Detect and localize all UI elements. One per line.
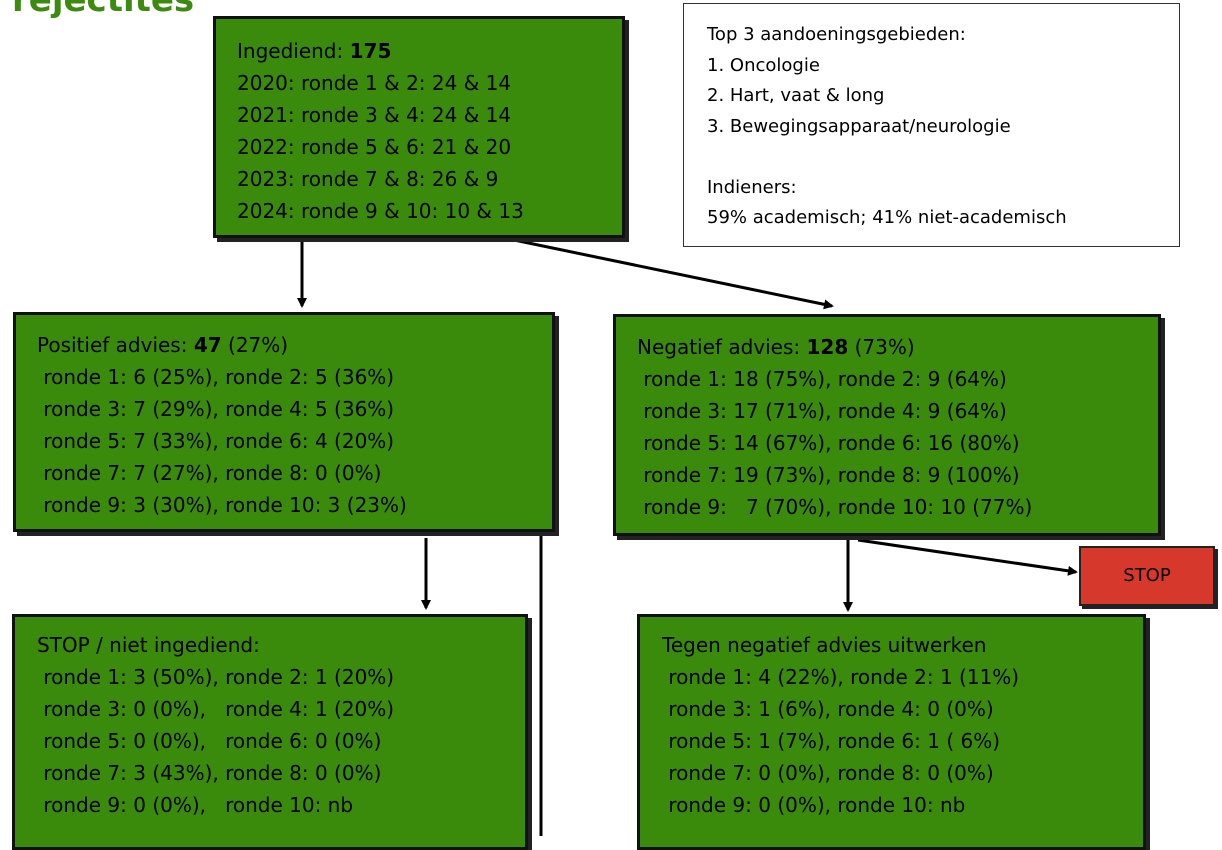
positive-round-line: ronde 9: 3 (30%), ronde 10: 3 (23%) bbox=[37, 493, 407, 517]
positive-round-line: ronde 3: 7 (29%), ronde 4: 5 (36%) bbox=[37, 397, 395, 421]
submitted-year-line: 2024: ronde 9 & 10: 10 & 13 bbox=[237, 199, 524, 223]
page-title: rejectites bbox=[12, 0, 195, 20]
negative-round-line: ronde 5: 14 (67%), ronde 6: 16 (80%) bbox=[637, 431, 1020, 455]
info-line bbox=[707, 142, 1179, 173]
negative-label: Negatief advies: bbox=[637, 335, 801, 359]
positive-round-line: ronde 1: 6 (25%), ronde 2: 5 (36%) bbox=[37, 365, 395, 389]
positive-total-line: Positief advies: 47 (27%) bbox=[37, 329, 552, 361]
positive-round-line: ronde 5: 7 (33%), ronde 6: 4 (20%) bbox=[37, 429, 395, 453]
info-box: Top 3 aandoeningsgebieden: 1. Oncologie … bbox=[683, 3, 1180, 247]
negative-round-line: ronde 9: 7 (70%), ronde 10: 10 (77%) bbox=[637, 495, 1033, 519]
negative-round-line: ronde 1: 18 (75%), ronde 2: 9 (64%) bbox=[637, 367, 1007, 391]
submitted-year-line: 2023: ronde 7 & 8: 26 & 9 bbox=[237, 167, 499, 191]
submitted-year-line: 2020: ronde 1 & 2: 24 & 14 bbox=[237, 71, 512, 95]
info-line: 2. Hart, vaat & long bbox=[707, 85, 885, 106]
positive-round-line: ronde 7: 7 (27%), ronde 8: 0 (0%) bbox=[37, 461, 382, 485]
positive-advice-box: Positief advies: 47 (27%) ronde 1: 6 (25… bbox=[13, 312, 555, 532]
info-line: Indieners: bbox=[707, 176, 797, 198]
stop-line: ronde 9: 0 (0%), ronde 10: nb bbox=[37, 793, 354, 817]
negative-pct: (73%) bbox=[854, 335, 915, 359]
info-line: 1. Oncologie bbox=[707, 54, 820, 76]
arrow-negative-to-stop bbox=[857, 538, 1078, 576]
negative-advice-box: Negatief advies: 128 (73%) ronde 1: 18 (… bbox=[613, 314, 1161, 536]
stop-line: ronde 5: 0 (0%), ronde 6: 0 (0%) bbox=[37, 729, 382, 753]
negative-round-line: ronde 3: 17 (71%), ronde 4: 9 (64%) bbox=[637, 399, 1007, 423]
stop-box: STOP bbox=[1079, 546, 1215, 606]
positive-pct: (27%) bbox=[228, 333, 289, 357]
info-line: 3. Bewegingsapparaat/neurologie bbox=[707, 115, 1011, 137]
counter-line: ronde 3: 1 (6%), ronde 4: 0 (0%) bbox=[662, 697, 994, 721]
submitted-total-line: Ingediend: 175 bbox=[237, 35, 622, 67]
info-line: Top 3 aandoeningsgebieden: bbox=[707, 24, 966, 45]
counter-line: ronde 7: 0 (0%), ronde 8: 0 (0%) bbox=[662, 761, 994, 785]
negative-total-line: Negatief advies: 128 (73%) bbox=[637, 331, 1158, 363]
stop-line: ronde 7: 3 (43%), ronde 8: 0 (0%) bbox=[37, 761, 382, 785]
submitted-year-line: 2022: ronde 5 & 6: 21 & 20 bbox=[237, 135, 512, 159]
stop-line: ronde 3: 0 (0%), ronde 4: 1 (20%) bbox=[37, 697, 395, 721]
submitted-total: 175 bbox=[349, 39, 392, 63]
submitted-label: Ingediend: bbox=[237, 39, 344, 63]
stop-not-submitted-box: STOP / niet ingediend: ronde 1: 3 (50%),… bbox=[12, 614, 528, 850]
arrow-submitted-to-negative bbox=[513, 238, 834, 310]
counter-line: ronde 1: 4 (22%), ronde 2: 1 (11%) bbox=[662, 665, 1020, 689]
counter-line: ronde 5: 1 (7%), ronde 6: 1 ( 6%) bbox=[662, 729, 1001, 753]
negative-round-line: ronde 7: 19 (73%), ronde 8: 9 (100%) bbox=[637, 463, 1020, 487]
stop-line: STOP / niet ingediend: bbox=[37, 633, 260, 657]
counter-line: Tegen negatief advies uitwerken bbox=[662, 633, 987, 657]
stop-line: ronde 1: 3 (50%), ronde 2: 1 (20%) bbox=[37, 665, 395, 689]
counter-line: ronde 9: 0 (0%), ronde 10: nb bbox=[662, 793, 966, 817]
submitted-box: Ingediend: 175 2020: ronde 1 & 2: 24 & 1… bbox=[213, 16, 625, 238]
info-line: 59% academisch; 41% niet-academisch bbox=[707, 207, 1067, 228]
positive-total: 47 bbox=[193, 333, 222, 357]
counter-negative-box: Tegen negatief advies uitwerken ronde 1:… bbox=[637, 614, 1146, 850]
negative-total: 128 bbox=[806, 335, 849, 359]
submitted-year-line: 2021: ronde 3 & 4: 24 & 14 bbox=[237, 103, 512, 127]
positive-label: Positief advies: bbox=[37, 333, 188, 357]
